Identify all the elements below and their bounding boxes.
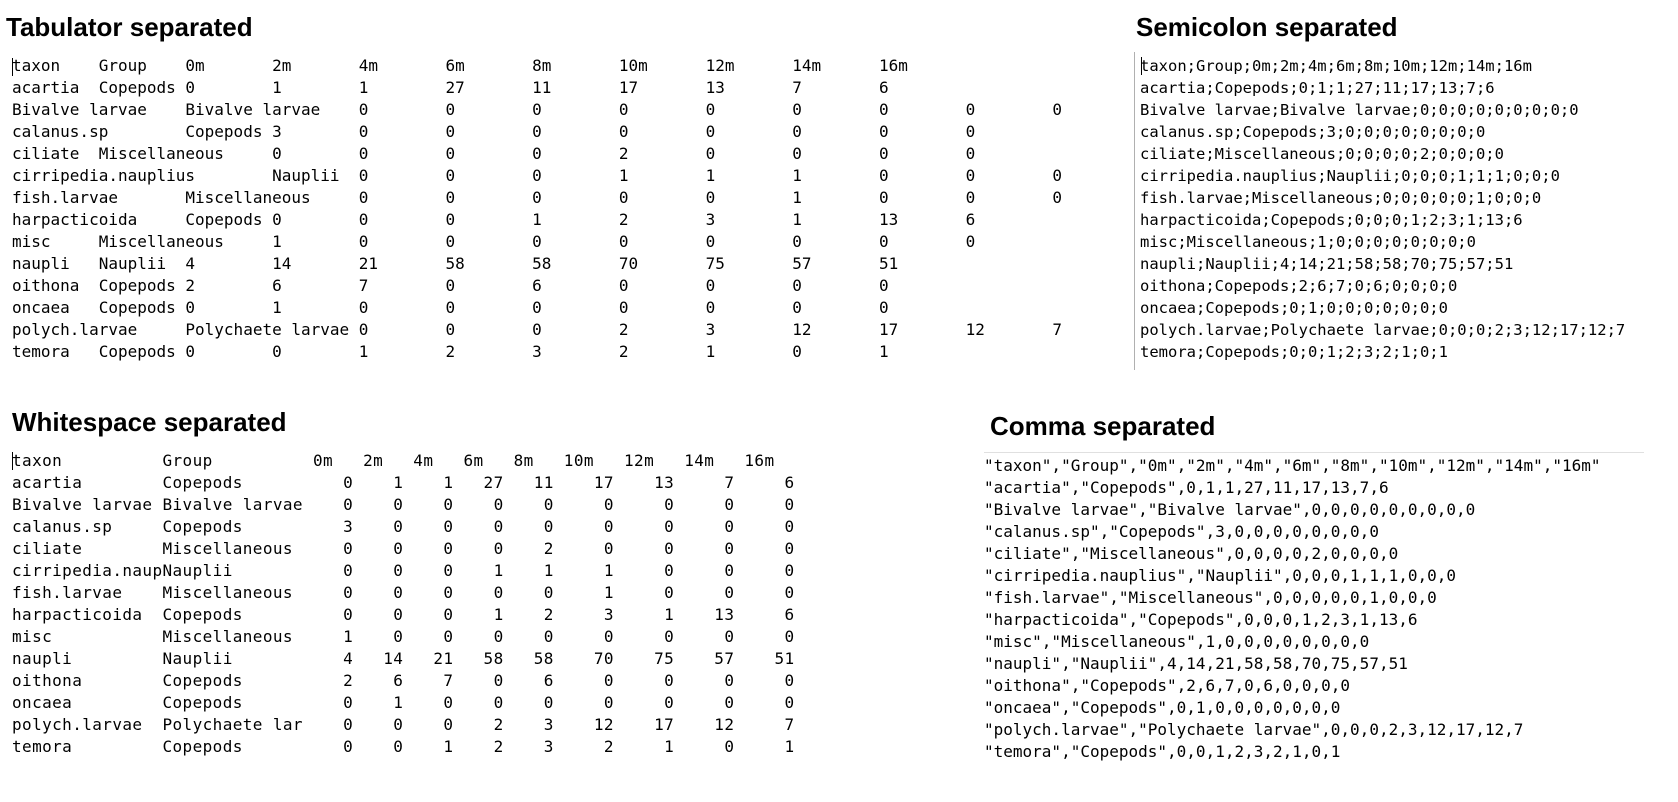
text-line: oncaea Copepods 0 1 0 0 0 0 0 0 0 <box>12 693 795 712</box>
text-line: polych.larvae Polychaete lar 0 0 0 2 3 1… <box>12 715 795 734</box>
text-line: naupli Nauplii 4 14 21 58 58 70 75 57 51 <box>12 649 795 668</box>
text-line: harpacticoida Copepods 0 0 0 1 2 3 1 13 … <box>12 605 795 624</box>
text-line: misc;Miscellaneous;1;0;0;0;0;0;0;0;0 <box>1140 233 1476 251</box>
text-line: harpacticoida;Copepods;0;0;0;1;2;3;1;13;… <box>1140 211 1523 229</box>
text-line: "harpacticoida","Copepods",0,0,0,1,2,3,1… <box>984 610 1418 629</box>
tab-separated-text[interactable]: taxon Group 0m 2m 4m 6m 8m 10m 12m 14m 1… <box>12 55 1062 363</box>
text-line: ciliate;Miscellaneous;0;0;0;0;2;0;0;0;0 <box>1140 145 1504 163</box>
panel-divider <box>984 452 1644 453</box>
panel-divider <box>1134 52 1135 370</box>
text-line: cirripedia.nauplius Nauplii 0 0 0 1 1 1 … <box>12 166 1062 185</box>
text-line: "taxon","Group","0m","2m","4m","6m","8m"… <box>984 456 1601 475</box>
text-line: "misc","Miscellaneous",1,0,0,0,0,0,0,0,0 <box>984 632 1370 651</box>
text-line: acartia Copepods 0 1 1 27 11 17 13 7 6 <box>12 78 889 97</box>
text-line: polych.larvae;Polychaete larvae;0;0;0;2;… <box>1140 321 1626 339</box>
semicolon-separated-title: Semicolon separated <box>1136 12 1398 42</box>
text-line: "temora","Copepods",0,0,1,2,3,2,1,0,1 <box>984 742 1341 761</box>
comma-separated-text[interactable]: "taxon","Group","0m","2m","4m","6m","8m"… <box>984 455 1601 763</box>
text-line: fish.larvae Miscellaneous 0 0 0 0 0 1 0 … <box>12 188 1062 207</box>
text-line: harpacticoida Copepods 0 0 0 1 2 3 1 13 … <box>12 210 976 229</box>
text-line: calanus.sp;Copepods;3;0;0;0;0;0;0;0;0 <box>1140 123 1486 141</box>
text-line: "oncaea","Copepods",0,1,0,0,0,0,0,0,0 <box>984 698 1341 717</box>
text-line: Bivalve larvae;Bivalve larvae;0;0;0;0;0;… <box>1140 101 1579 119</box>
text-line: oithona Copepods 2 6 7 0 6 0 0 0 0 <box>12 276 889 295</box>
text-line: temora;Copepods;0;0;1;2;3;2;1;0;1 <box>1140 343 1448 361</box>
text-line: "fish.larvae","Miscellaneous",0,0,0,0,0,… <box>984 588 1437 607</box>
text-line: fish.larvae Miscellaneous 0 0 0 0 0 1 0 … <box>12 583 795 602</box>
text-line: taxon Group 0m 2m 4m 6m 8m 10m 12m 14m 1… <box>12 56 908 75</box>
text-line: "polych.larvae","Polychaete larvae",0,0,… <box>984 720 1524 739</box>
text-line: misc Miscellaneous 1 0 0 0 0 0 0 0 0 <box>12 627 795 646</box>
text-line: taxon;Group;0m;2m;4m;6m;8m;10m;12m;14m;1… <box>1140 57 1532 75</box>
text-line: "calanus.sp","Copepods",3,0,0,0,0,0,0,0,… <box>984 522 1379 541</box>
text-line: acartia;Copepods;0;1;1;27;11;17;13;7;6 <box>1140 79 1495 97</box>
text-line: cirripedia.naupNauplii 0 0 0 1 1 1 0 0 0 <box>12 561 795 580</box>
text-cursor <box>12 452 13 470</box>
text-line: oncaea Copepods 0 1 0 0 0 0 0 0 0 <box>12 298 889 317</box>
text-line: "Bivalve larvae","Bivalve larvae",0,0,0,… <box>984 500 1476 519</box>
text-line: Bivalve larvae Bivalve larvae 0 0 0 0 0 … <box>12 100 1062 119</box>
semicolon-separated-text[interactable]: taxon;Group;0m;2m;4m;6m;8m;10m;12m;14m;1… <box>1140 55 1625 363</box>
text-line: fish.larvae;Miscellaneous;0;0;0;0;0;1;0;… <box>1140 189 1542 207</box>
text-line: temora Copepods 0 0 1 2 3 2 1 0 1 <box>12 737 795 756</box>
text-line: misc Miscellaneous 1 0 0 0 0 0 0 0 0 <box>12 232 976 251</box>
text-cursor <box>1141 57 1142 75</box>
comma-separated-title: Comma separated <box>990 411 1216 441</box>
text-line: ciliate Miscellaneous 0 0 0 0 2 0 0 0 0 <box>12 144 976 163</box>
text-line: naupli Nauplii 4 14 21 58 58 70 75 57 51 <box>12 254 899 273</box>
tab-separated-title: Tabulator separated <box>6 12 253 42</box>
whitespace-separated-title: Whitespace separated <box>12 407 287 437</box>
text-line: oithona Copepods 2 6 7 0 6 0 0 0 0 <box>12 671 795 690</box>
text-line: acartia Copepods 0 1 1 27 11 17 13 7 6 <box>12 473 795 492</box>
text-line: naupli;Nauplii;4;14;21;58;58;70;75;57;51 <box>1140 255 1514 273</box>
text-line: calanus.sp Copepods 3 0 0 0 0 0 0 0 0 <box>12 122 976 141</box>
text-line: temora Copepods 0 0 1 2 3 2 1 0 1 <box>12 342 889 361</box>
text-line: "cirripedia.nauplius","Nauplii",0,0,0,1,… <box>984 566 1457 585</box>
text-line: oithona;Copepods;2;6;7;0;6;0;0;0;0 <box>1140 277 1458 295</box>
text-line: Bivalve larvae Bivalve larvae 0 0 0 0 0 … <box>12 495 795 514</box>
text-line: oncaea;Copepods;0;1;0;0;0;0;0;0;0 <box>1140 299 1448 317</box>
text-line: calanus.sp Copepods 3 0 0 0 0 0 0 0 0 <box>12 517 795 536</box>
text-line: "oithona","Copepods",2,6,7,0,6,0,0,0,0 <box>984 676 1351 695</box>
text-line: cirripedia.nauplius;Nauplii;0;0;0;1;1;1;… <box>1140 167 1560 185</box>
text-line: "ciliate","Miscellaneous",0,0,0,0,2,0,0,… <box>984 544 1399 563</box>
text-line: taxon Group 0m 2m 4m 6m 8m 10m 12m 14m 1… <box>12 451 775 470</box>
text-line: "acartia","Copepods",0,1,1,27,11,17,13,7… <box>984 478 1389 497</box>
text-line: polych.larvae Polychaete larvae 0 0 0 2 … <box>12 320 1062 339</box>
whitespace-separated-text[interactable]: taxon Group 0m 2m 4m 6m 8m 10m 12m 14m 1… <box>12 450 795 758</box>
text-line: ciliate Miscellaneous 0 0 0 0 2 0 0 0 0 <box>12 539 795 558</box>
text-cursor <box>12 58 13 76</box>
text-line: "naupli","Nauplii",4,14,21,58,58,70,75,5… <box>984 654 1408 673</box>
